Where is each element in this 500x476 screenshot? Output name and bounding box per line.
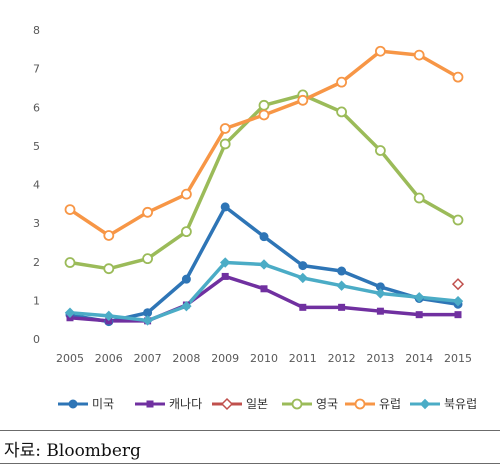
legend-swatch-marker [291,398,303,410]
data-point [142,206,154,218]
data-point [298,261,308,271]
data-point [181,300,192,312]
y-tick-label: 3 [33,217,40,230]
y-tick-label: 0 [33,333,40,346]
data-point [299,303,307,311]
data-point [142,315,153,326]
data-point [337,266,347,276]
x-tick-label: 2007 [134,352,162,365]
data-point [219,123,231,134]
x-tick-label: 2005 [56,352,84,365]
data-point [103,230,115,241]
y-axis: 0 1 2 3 4 5 6 7 8 [33,24,40,346]
x-tick-label: 2009 [211,352,239,365]
data-point [142,253,154,265]
y-tick-label: 7 [33,63,40,76]
data-point [415,311,423,319]
series-line-3 [69,93,459,271]
x-tick-label: 2012 [328,352,356,365]
x-tick-label: 2008 [172,352,200,365]
legend-label: 유럽 [379,397,401,411]
x-tick-label: 2014 [405,352,433,365]
x-tick-label: 2006 [95,352,123,365]
data-point [338,303,346,311]
data-point [454,311,462,319]
data-point [220,202,230,212]
data-point [103,263,115,275]
legend-label: 북유럽 [444,397,477,411]
legend-label: 미국 [92,397,114,411]
data-point [413,292,425,303]
data-point [413,192,425,204]
data-point [219,138,231,150]
x-tick-label: 2010 [250,352,278,365]
data-point [64,257,76,268]
y-tick-label: 8 [33,24,40,37]
legend-swatch-marker [419,398,431,410]
data-point [103,310,115,322]
data-point [219,257,231,268]
legend-swatch-marker [68,399,78,409]
data-point [258,99,270,111]
data-point [180,188,192,200]
series-line-4 [69,49,459,238]
y-tick-label: 5 [33,140,40,153]
data-point [376,307,384,315]
legend-swatch-marker [146,400,154,408]
data-point [374,145,386,156]
data-point [297,94,309,106]
legend-label: 일본 [246,397,268,411]
data-point [451,278,465,291]
y-tick-label: 2 [33,256,40,269]
x-tick-label: 2011 [289,352,317,365]
series-line-1 [69,274,458,323]
data-point [452,295,464,307]
source-note: 자료: Bloomberg [4,441,141,461]
x-tick-label: 2013 [366,352,394,365]
source-top-rule [0,430,500,431]
data-point [452,214,464,226]
data-point [259,232,269,242]
series-markers [64,45,465,327]
data-point [374,45,386,57]
legend-label: 캐나다 [169,397,202,411]
data-point [336,76,348,88]
data-point [64,204,76,216]
data-point [413,49,425,61]
series-lines [69,49,459,324]
y-tick-label: 1 [33,294,40,307]
data-point [336,280,347,291]
y-tick-label: 6 [33,101,40,114]
data-point [64,307,76,318]
legend-label: 영국 [316,397,338,411]
data-point [181,274,191,284]
x-axis: 2005 2006 2007 2008 2009 2010 2011 2012 2013 2014… [56,352,472,365]
source-bottom-rule [0,463,500,464]
x-tick-label: 2015 [444,352,472,365]
data-point [180,226,192,238]
data-point [221,272,229,280]
data-point [258,109,270,121]
data-point [336,106,348,118]
legend-swatch-marker [354,398,366,410]
data-point [260,285,268,293]
y-tick-label: 4 [33,179,40,192]
data-point [452,71,464,83]
data-point [375,288,386,299]
data-point [297,272,309,284]
legend: 미국 캐나다 일본 영국 유럽 북유럽 [58,397,477,411]
data-point [258,259,270,270]
legend-swatch-marker [220,397,234,411]
